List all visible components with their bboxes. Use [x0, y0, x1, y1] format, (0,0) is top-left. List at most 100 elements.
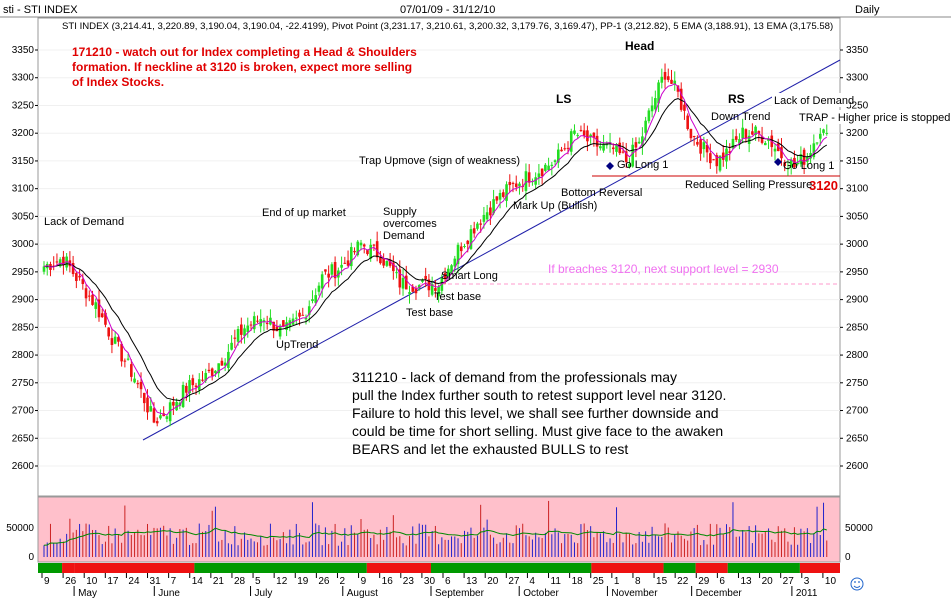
candle-body: [472, 228, 476, 234]
candle-body: [372, 244, 376, 246]
y-tick-left-3350: 3350: [12, 45, 35, 56]
x-day-tick: 9: [361, 576, 367, 587]
candle-body: [81, 279, 85, 285]
trend-strip-segment: [695, 563, 728, 573]
candle-body: [362, 244, 366, 247]
candle-body: [650, 105, 654, 112]
candle-body: [776, 143, 780, 152]
candle-body: [146, 397, 149, 413]
candle-body: [130, 364, 133, 377]
candle-body: [702, 142, 706, 150]
candle-body: [479, 223, 482, 225]
candle-body: [356, 241, 360, 256]
x-day-tick: 17: [107, 576, 119, 587]
head-label: Head: [625, 39, 654, 53]
x-day-tick: 11: [551, 576, 562, 587]
candle-body: [679, 88, 683, 110]
candle-body: [324, 269, 327, 272]
y-tick-left-3200: 3200: [12, 128, 35, 139]
supply-line-3: Demand: [383, 230, 425, 242]
y-tick-right-3250: 3250: [846, 100, 869, 111]
candle-body: [485, 212, 489, 220]
x-day-tick: 19: [297, 576, 309, 587]
candle-body: [566, 147, 570, 149]
candle-body: [71, 262, 75, 275]
trend-strip-segment: [430, 563, 592, 573]
candle-body: [78, 275, 81, 278]
candle-body: [738, 139, 741, 144]
candle-body: [181, 384, 185, 408]
x-day-tick: 12: [276, 576, 288, 587]
candle-body: [796, 162, 799, 165]
lack-of-demand-right: Lack of Demand: [774, 95, 854, 107]
candle-body: [434, 288, 437, 291]
y-tick-left-3100: 3100: [12, 184, 35, 195]
candle-body: [265, 323, 269, 325]
candle-body: [537, 173, 541, 178]
candle-body: [172, 401, 175, 406]
black-note-line-3: Failure to hold this level, we shall see…: [352, 405, 719, 421]
x-day-tick: 22: [677, 576, 689, 587]
candle-body: [398, 269, 402, 288]
candle-body: [747, 135, 751, 144]
candle-body: [236, 329, 240, 342]
volume-tick-left-0: 0: [28, 552, 34, 563]
y-tick-left-3250: 3250: [12, 100, 35, 111]
x-day-tick: 13: [466, 576, 478, 587]
candle-body: [443, 273, 447, 280]
gridlines: [38, 49, 840, 467]
black-note-line-4: could be time for short selling. Must gi…: [352, 423, 723, 439]
rs-label: RS: [728, 92, 745, 106]
y-tick-right-2700: 2700: [846, 406, 869, 417]
x-day-tick: 16: [382, 576, 394, 587]
candle-body: [527, 172, 531, 183]
candle-body: [401, 277, 405, 289]
candle-body: [424, 275, 427, 280]
candle-body: [482, 214, 486, 222]
x-day-tick: 10: [86, 576, 98, 587]
candle-body: [417, 285, 421, 289]
y-axis-right: 3350 3300 3250 3200 3150 3100 3050 3000 2950 2900…: [840, 45, 869, 472]
candle-body: [152, 408, 156, 423]
candle-body: [220, 360, 224, 366]
candle-body: [734, 136, 738, 140]
candle-body: [165, 416, 169, 419]
end-up-market-label: End of up market: [262, 207, 346, 219]
candle-body: [822, 129, 825, 133]
candle-body: [644, 120, 647, 133]
ls-label: LS: [556, 92, 571, 106]
x-day-tick: 8: [635, 576, 641, 587]
candle-body: [272, 321, 275, 331]
x-day-tick: 18: [572, 576, 584, 587]
y-tick-left-2900: 2900: [12, 295, 35, 306]
candle-body: [563, 148, 567, 150]
candle-body: [654, 98, 657, 110]
candle-body: [139, 381, 143, 390]
candle-body: [252, 316, 256, 330]
candle-body: [142, 392, 146, 404]
candle-body: [230, 342, 233, 350]
candle-body: [55, 261, 59, 263]
y-tick-left-2850: 2850: [12, 322, 35, 333]
x-month-label: September: [435, 588, 485, 599]
x-day-tick: 27: [783, 576, 795, 587]
smiley-icon[interactable]: [850, 577, 864, 591]
candle-body: [126, 358, 130, 360]
candle-body: [285, 322, 288, 330]
candle-body: [317, 285, 321, 292]
candle-body: [744, 129, 748, 139]
candle-body: [207, 369, 211, 372]
candle-body: [657, 82, 660, 104]
candle-body: [699, 139, 702, 154]
x-day-tick: 3: [804, 576, 810, 587]
y-tick-right-2900: 2900: [846, 295, 869, 306]
x-month-label: August: [347, 588, 378, 599]
candle-body: [469, 229, 473, 249]
candle-body: [159, 415, 162, 419]
y-tick-right-3200: 3200: [846, 128, 869, 139]
candle-body: [508, 181, 512, 186]
candle-body: [802, 149, 806, 165]
candle-body: [560, 149, 563, 152]
candle-body: [262, 320, 266, 322]
